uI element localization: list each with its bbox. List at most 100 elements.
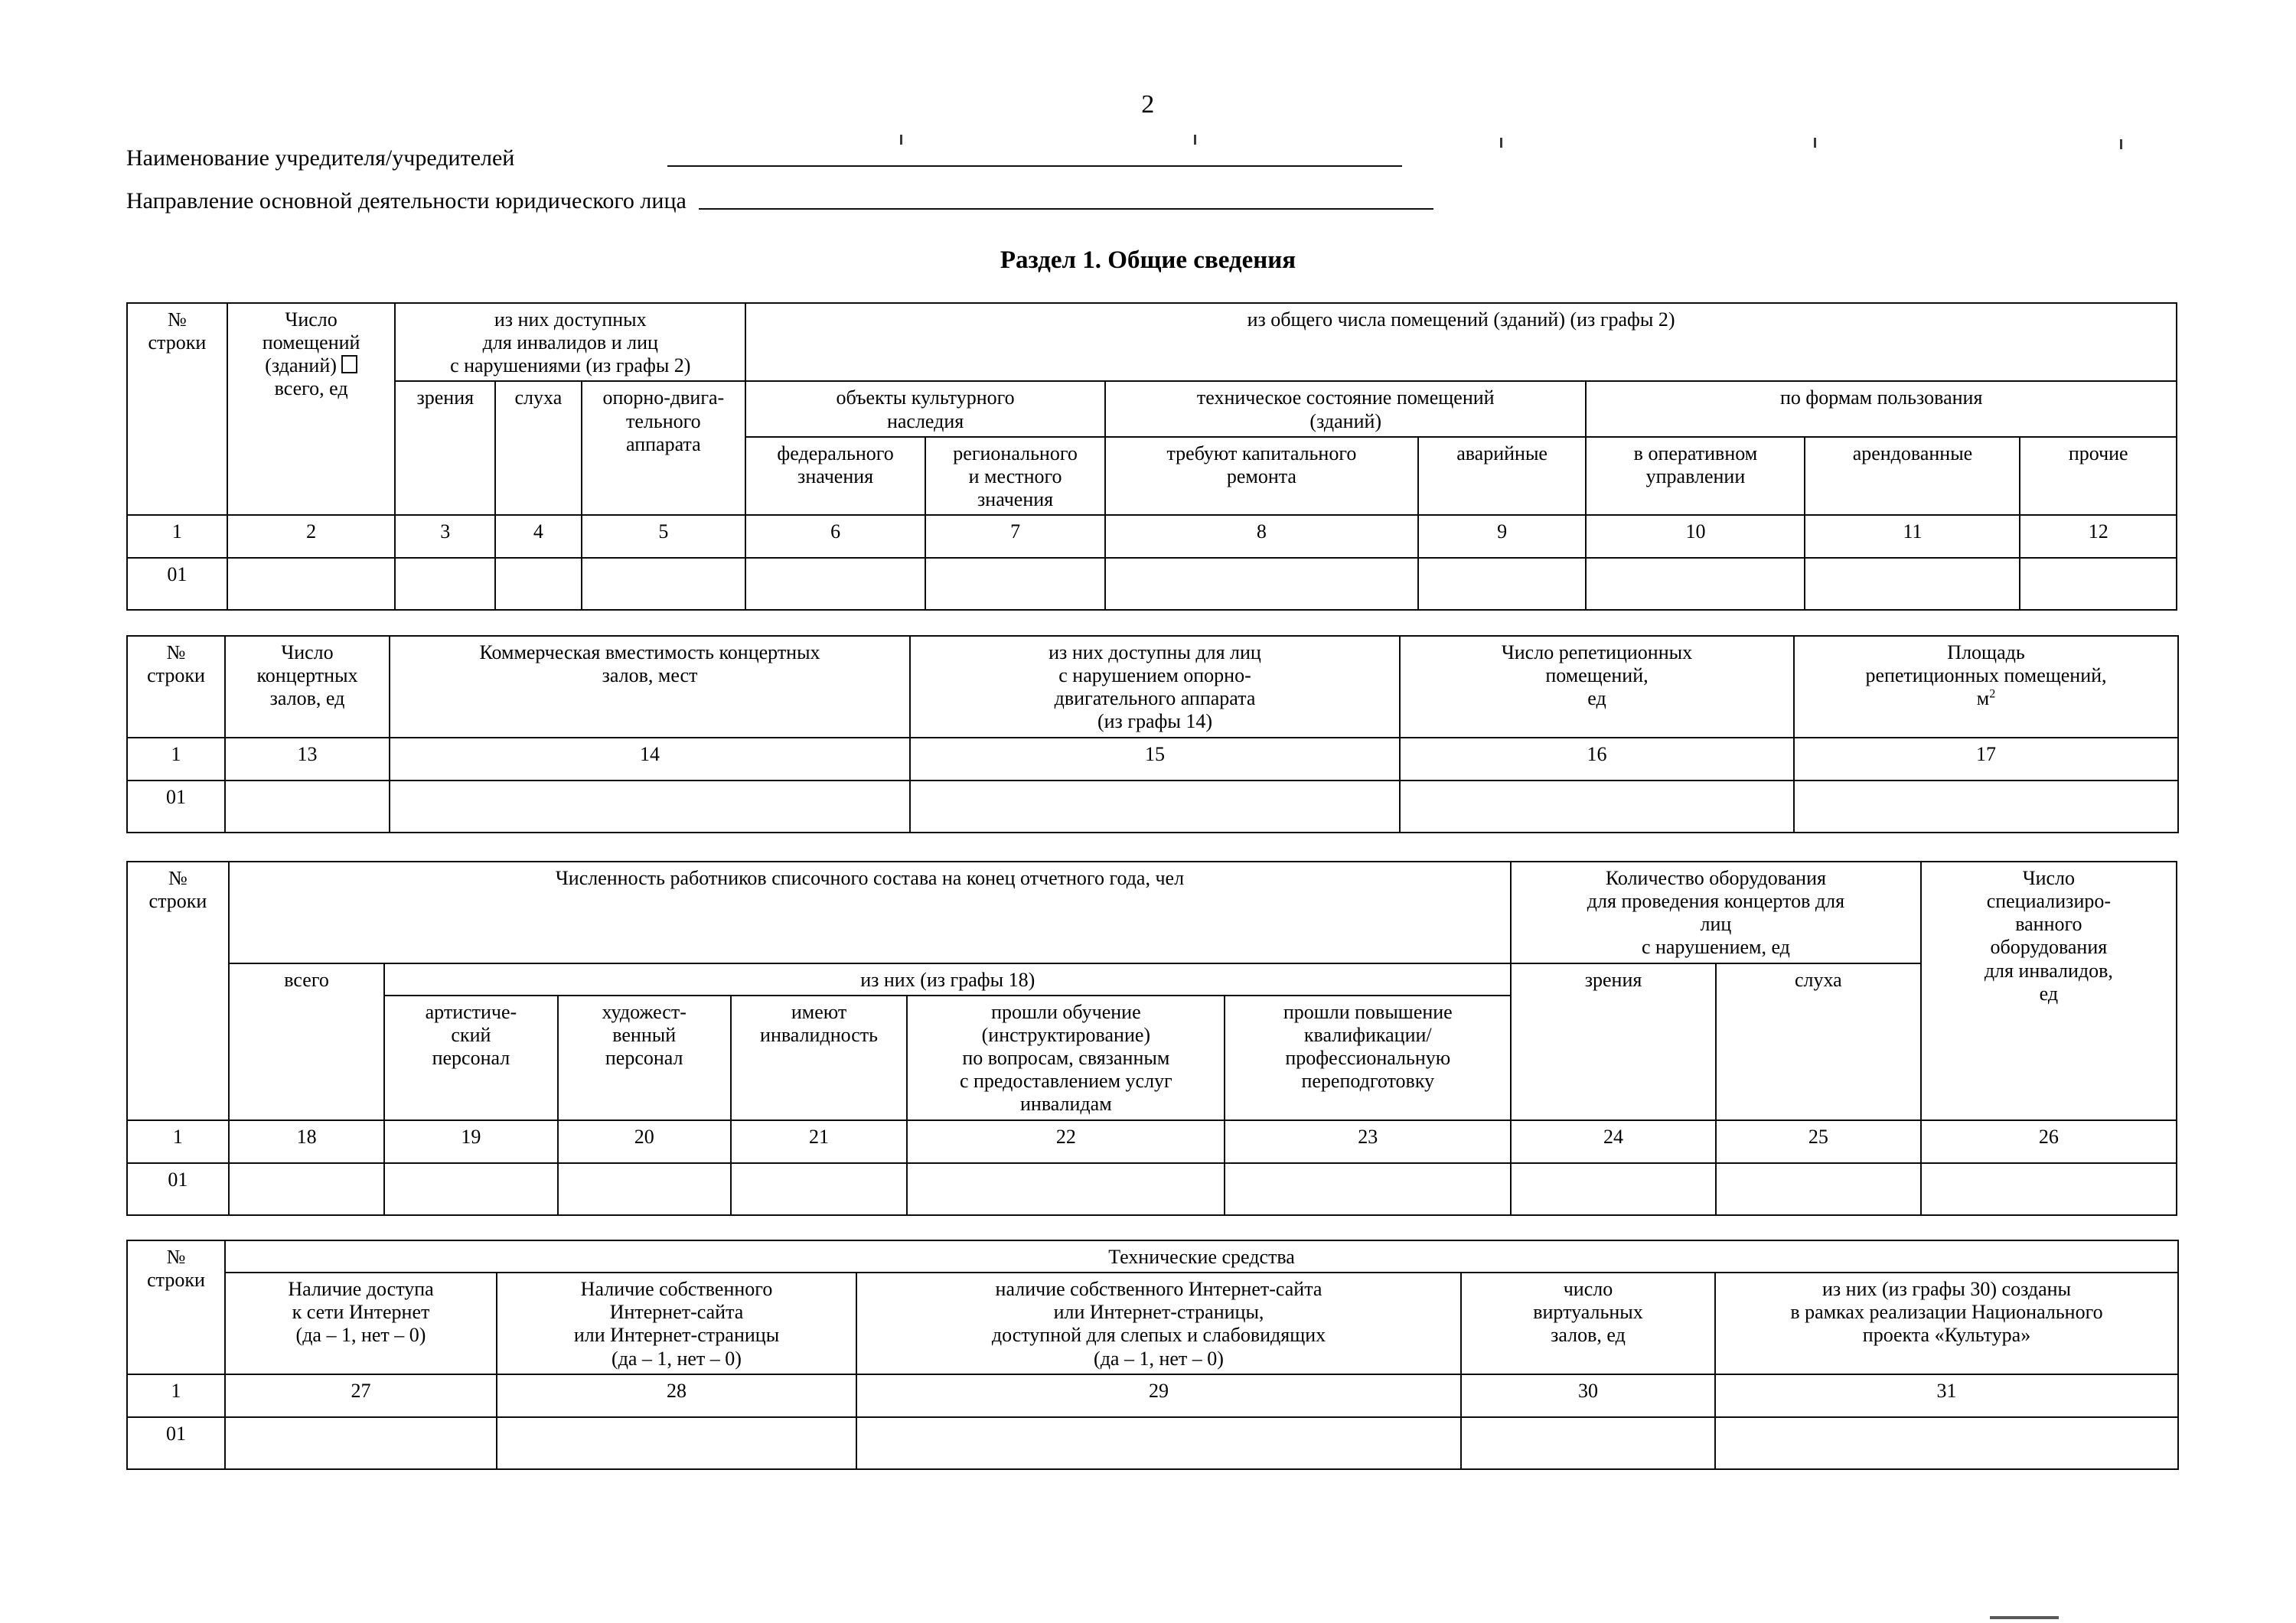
table-row: № строки Технические средства	[126, 1239, 2180, 1375]
header-special-equipment-line6: ед	[2039, 982, 2059, 1005]
header-equipment-line3: лиц	[1700, 913, 1732, 936]
table-row: Наличие доступа к сети Интернет (да – 1,…	[127, 1272, 2180, 1375]
header-total-premises-line4: всего, ед	[274, 377, 348, 400]
col-number: 2	[226, 514, 396, 559]
col-number: 31	[1714, 1373, 2180, 1418]
header-operational-line1: в оперативном	[1633, 442, 1758, 464]
data-cell[interactable]	[1714, 1416, 2180, 1470]
square-glyph-icon	[341, 355, 357, 374]
header-own-site-line4: (да – 1, нет – 0)	[612, 1347, 742, 1370]
header-internet-access-line1: Наличие доступа	[288, 1278, 434, 1301]
data-cell[interactable]	[745, 557, 927, 611]
header-operational-line2: управлении	[1645, 464, 1746, 487]
header-virtual-halls-line3: залов, ед	[1551, 1324, 1626, 1347]
header-accessible-site-line1: наличие собственного Интернет-сайта	[995, 1278, 1322, 1301]
header-technical-means-group: Технические средства	[223, 1239, 2180, 1274]
header-regional: регионального и местного значения	[925, 435, 1107, 517]
header-capacity-line1: Коммерческая вместимость концертных	[479, 641, 820, 663]
data-cell[interactable]	[556, 1162, 732, 1216]
header-rehearsal-count-line3: ед	[1587, 687, 1606, 710]
data-cell[interactable]	[494, 557, 582, 611]
header-equipment-line2: для проведения концертов для	[1587, 890, 1845, 913]
header-creative-line3: персонал	[605, 1047, 683, 1070]
header-special-equipment-line1: Число	[2022, 867, 2076, 889]
data-cell[interactable]	[729, 1162, 908, 1216]
scan-speck	[1194, 135, 1196, 145]
table-row: зрения слуха опорно-двига- тельного аппа…	[127, 380, 2177, 517]
table-staff-and-equipment: № строки Численность работников списочно…	[126, 861, 2178, 1216]
header-regional-line3: значения	[977, 488, 1054, 511]
col-number: 8	[1104, 514, 1419, 559]
data-cell[interactable]	[227, 1162, 386, 1216]
scan-speck	[1814, 138, 1816, 148]
table-row: № строки Численность работников списочно…	[126, 861, 2178, 1121]
col-number: 13	[224, 736, 390, 781]
data-cell[interactable]	[909, 779, 1401, 833]
data-cell[interactable]	[1510, 1162, 1717, 1216]
header-halls-line3: залов, ед	[269, 687, 345, 710]
data-cell[interactable]	[1714, 1162, 1922, 1216]
header-rehearsal-count-line1: Число репетиционных	[1501, 641, 1693, 663]
data-cell[interactable]	[496, 1416, 857, 1470]
col-number: 1	[126, 514, 228, 559]
data-cell[interactable]	[1417, 557, 1587, 611]
data-cell[interactable]	[1804, 557, 2021, 611]
header-field-founder-line[interactable]	[667, 165, 1403, 167]
header-total-premises-line2: помещений	[262, 331, 360, 354]
table-data-row: 01	[126, 1162, 2178, 1216]
header-rehearsal-count: Число репетиционных помещений, ед	[1399, 635, 1795, 738]
data-cell[interactable]	[906, 1162, 1226, 1216]
header-creative-line1: художест-	[602, 1000, 687, 1023]
col-number: 11	[1804, 514, 2021, 559]
header-field-activity-line[interactable]	[698, 208, 1433, 210]
data-cell[interactable]	[925, 557, 1107, 611]
data-cell[interactable]	[1585, 557, 1806, 611]
data-cell[interactable]	[580, 557, 747, 611]
header-accessible-site-line2: или Интернет-страницы,	[1053, 1301, 1264, 1324]
data-cell[interactable]	[1793, 779, 2179, 833]
header-rented: арендованные	[1804, 435, 2021, 517]
header-rehearsal-area-line2: репетиционных помещений,	[1865, 664, 2107, 687]
header-regional-line1: регионального	[953, 442, 1078, 464]
data-cell[interactable]	[383, 1162, 559, 1216]
header-capital-repair: требуют капитального ремонта	[1104, 435, 1419, 517]
header-commercial-capacity: Коммерческая вместимость концертных зало…	[389, 635, 911, 738]
header-special-equipment-line4: оборудования	[1990, 936, 2108, 959]
data-cell[interactable]	[856, 1416, 1462, 1470]
col-number: 6	[745, 514, 927, 559]
header-locomotor-line2: тельного	[626, 409, 701, 432]
header-own-site-line2: Интернет-сайта	[609, 1301, 744, 1324]
data-cell[interactable]	[389, 779, 911, 833]
header-field-activity: Направление основной деятельности юридич…	[126, 179, 1810, 213]
header-accessible-site-line4: (да – 1, нет – 0)	[1094, 1347, 1224, 1370]
data-cell[interactable]	[1104, 557, 1419, 611]
header-disability-line1: имеют	[791, 1000, 847, 1023]
header-accessible-group: из них доступных для инвалидов и лиц с н…	[394, 301, 747, 383]
data-cell[interactable]	[224, 1416, 497, 1470]
header-tech-state-group: техническое состояние помещений (зданий)	[1104, 380, 1587, 438]
data-cell[interactable]	[1399, 779, 1795, 833]
col-number: 16	[1399, 736, 1795, 781]
data-cell[interactable]	[394, 557, 497, 611]
header-other: прочие	[2019, 435, 2177, 517]
header-qualification-line2: квалификации/	[1303, 1023, 1432, 1046]
header-national-project-line2: в рамках реализации Национального	[1790, 1301, 2103, 1324]
header-equipment-line1: Количество оборудования	[1605, 867, 1826, 889]
header-accessible-line2: для инвалидов и лиц	[482, 331, 658, 354]
header-regional-line2: и местного	[968, 464, 1062, 487]
col-number: 3	[394, 514, 497, 559]
col-number: 10	[1585, 514, 1806, 559]
data-cell[interactable]	[224, 779, 390, 833]
data-cell[interactable]	[1460, 1416, 1716, 1470]
data-cell[interactable]	[1224, 1162, 1512, 1216]
data-cell[interactable]	[226, 557, 396, 611]
header-rehearsal-area-line1: Площадь	[1947, 641, 2025, 663]
header-federal-line2: значения	[797, 464, 874, 487]
header-federal: федерального значения	[745, 435, 927, 517]
data-cell[interactable]	[1919, 1162, 2178, 1216]
data-cell[interactable]	[2019, 557, 2177, 611]
header-training-line2: (инструктирование)	[981, 1023, 1151, 1046]
table-data-row: 01	[126, 1416, 2180, 1470]
header-accessible-line2: с нарушением опорно-	[1058, 664, 1251, 687]
